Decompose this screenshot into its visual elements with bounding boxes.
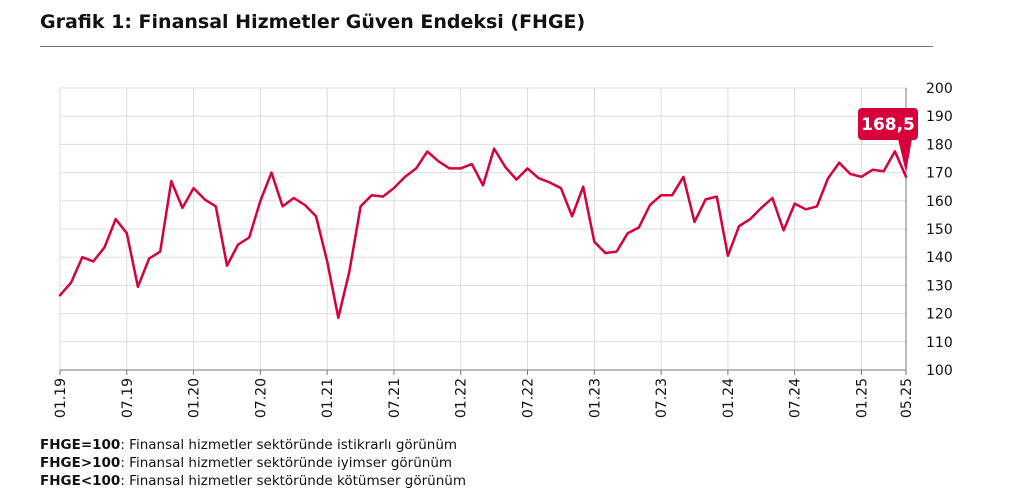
legend-text: : Finansal hizmetler sektöründe kötümser… [120, 473, 466, 489]
legend-text: : Finansal hizmetler sektöründe iyimser … [120, 455, 453, 471]
y-tick-label: 180 [926, 137, 953, 153]
y-tick-label: 130 [926, 278, 953, 294]
y-tick-label: 200 [926, 81, 953, 97]
x-tick-label: 01.23 [587, 378, 603, 418]
y-tick-label: 160 [926, 194, 953, 210]
chart-title: Grafik 1: Finansal Hizmetler Güven Endek… [40, 11, 586, 33]
x-tick-label: 01.25 [854, 378, 870, 418]
legend-row: FHGE=100: Finansal hizmetler sektöründe … [40, 436, 466, 454]
series-line-fhge [58, 147, 908, 320]
x-tick-label: 07.24 [788, 378, 804, 418]
x-tick-label: 01.22 [454, 378, 470, 418]
x-tick-label: 05.25 [899, 378, 915, 418]
y-tick-label: 190 [926, 109, 953, 125]
x-tick-label: 01.19 [53, 378, 69, 418]
y-tick-label: 150 [926, 222, 953, 238]
x-tick-label: 01.21 [320, 378, 336, 418]
legend-term: FHGE<100 [40, 473, 121, 489]
x-tick-label: 07.23 [654, 378, 670, 418]
title-divider [40, 46, 933, 47]
x-tick-label: 07.19 [120, 378, 136, 418]
legend-row: FHGE>100: Finansal hizmetler sektöründe … [40, 454, 466, 472]
callout-pointer [898, 139, 912, 173]
y-tick-label: 140 [926, 250, 953, 266]
legend-text: : Finansal hizmetler sektöründe istikrar… [120, 437, 458, 453]
x-tick-label: 01.20 [187, 378, 203, 418]
line-chart: 100 110 120 130 140 150 160 170 180 190 200 01.19 07… [53, 81, 953, 418]
y-tick-label: 100 [926, 363, 953, 379]
x-tick-label: 07.20 [253, 378, 269, 418]
y-tick-label: 110 [926, 335, 953, 351]
x-tick-label: 01.24 [721, 378, 737, 418]
y-tick-label: 120 [926, 307, 953, 323]
y-tick-label: 170 [926, 166, 953, 182]
legend-notes: FHGE=100: Finansal hizmetler sektöründe … [40, 436, 466, 490]
x-tick-label: 07.21 [387, 378, 403, 418]
legend-term: FHGE=100 [40, 437, 121, 453]
callout-label: 168,5 [861, 115, 915, 135]
legend-term: FHGE>100 [40, 455, 121, 471]
x-tick-label: 07.22 [521, 378, 537, 418]
legend-row: FHGE<100: Finansal hizmetler sektöründe … [40, 472, 466, 490]
callout-box [858, 108, 918, 140]
